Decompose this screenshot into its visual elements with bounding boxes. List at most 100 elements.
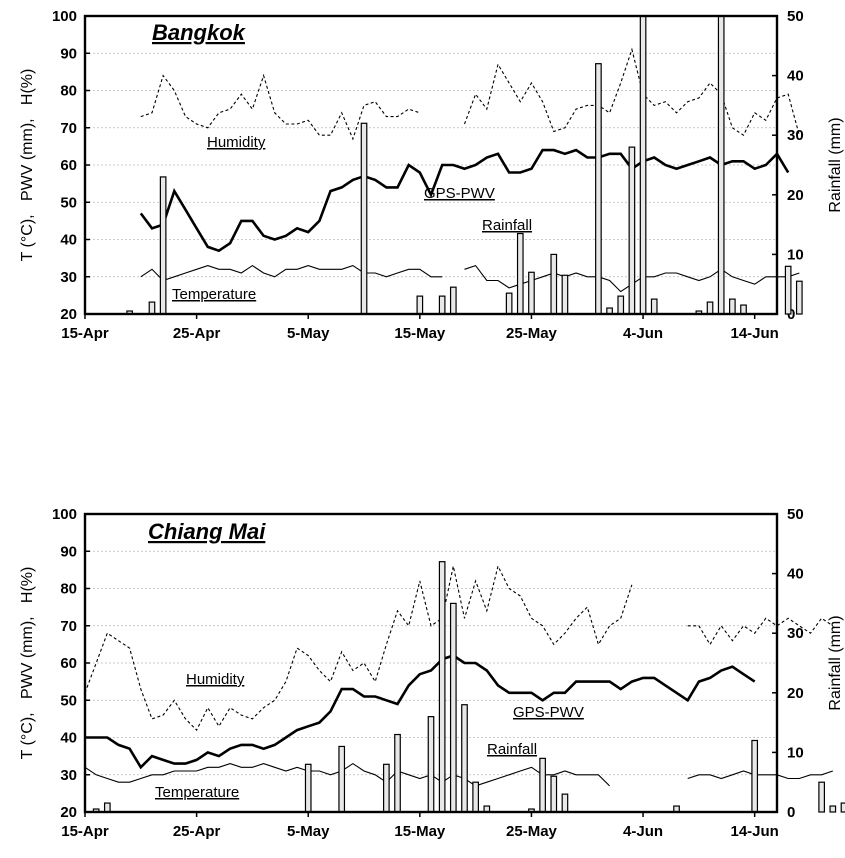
y-axis-title: T (°C), PWV (mm), H(%)	[19, 69, 36, 262]
y-tick-label: 40	[60, 232, 77, 249]
chart-title: Bangkok	[152, 20, 247, 45]
x-tick-label: 25-Apr	[173, 823, 221, 840]
annotation-temperature: Temperature	[155, 784, 239, 801]
y-right-axis-title: Rainfall (mm)	[827, 117, 844, 212]
y-tick-label: 20	[60, 804, 77, 821]
rainfall-bar	[539, 757, 546, 813]
y-tick-label: 50	[60, 194, 77, 211]
x-tick-label: 25-May	[506, 823, 558, 840]
annotation-rainfall: Rainfall	[482, 217, 532, 234]
rainfall-bar	[103, 802, 111, 813]
x-tick-label: 15-May	[394, 823, 446, 840]
x-tick-label: 5-May	[287, 823, 330, 840]
rainfall-bar	[729, 298, 736, 315]
annotation-humidity: Humidity	[186, 671, 245, 688]
x-tick-label: 15-May	[394, 325, 446, 342]
y-right-tick-label: 50	[787, 8, 804, 25]
y-tick-label: 20	[60, 306, 77, 323]
gps-pwv-line	[139, 148, 790, 253]
rainfall-bar	[550, 775, 558, 813]
x-tick-label: 5-May	[287, 325, 330, 342]
rainfall-bar	[795, 280, 803, 315]
annotation-gps-pwv: GPS-PWV	[513, 704, 584, 721]
y-right-tick-label: 40	[787, 68, 804, 85]
rainfall-bar	[505, 292, 513, 315]
annotation-rainfall: Rainfall	[487, 741, 537, 758]
rainfall-bar	[516, 232, 524, 315]
rainfall-bar	[148, 301, 156, 315]
y-right-tick-label: 10	[787, 744, 804, 761]
y-tick-label: 50	[60, 692, 77, 709]
x-tick-label: 14-Jun	[730, 325, 778, 342]
rainfall-bar	[717, 15, 725, 315]
rainfall-bar	[829, 805, 837, 813]
plot-frame	[83, 14, 779, 316]
rainfall-bar	[394, 733, 401, 813]
y-right-tick-label: 20	[787, 187, 804, 204]
rainfall-bar	[449, 602, 457, 813]
y-right-tick-label: 30	[787, 127, 804, 144]
chiang-mai-chart: 20 30 40 50 60 70 80 90 100 0 10 20 30 40 50 15-Apr 25-A…	[19, 506, 845, 840]
x-tick-label: 15-Apr	[61, 325, 109, 342]
y-tick-label: 80	[60, 581, 77, 598]
rainfall-bar	[360, 122, 368, 315]
rainfall-bar	[304, 763, 312, 813]
bangkok-chart: 20304050607080901000102030405015-Apr25-A…	[19, 8, 844, 342]
rainfall-bar	[449, 286, 457, 315]
rainfall-bar	[159, 176, 167, 315]
temperature-line	[84, 762, 833, 787]
y-right-tick-label: 30	[787, 625, 804, 642]
y-tick-label: 90	[60, 45, 77, 62]
x-tick-label: 4-Jun	[623, 823, 663, 840]
y-right-tick-label: 40	[787, 566, 804, 583]
plot-frame	[83, 512, 779, 814]
rainfall-bar	[461, 704, 468, 813]
rainfall-bar	[561, 793, 569, 813]
x-tick-label: 25-May	[506, 325, 558, 342]
gps-pwv-line	[85, 654, 756, 770]
rainfall-bar	[383, 763, 390, 813]
rainfall-bar	[427, 716, 435, 813]
rainfall-bar	[639, 15, 647, 315]
x-tick-label: 14-Jun	[730, 823, 778, 840]
y-tick-label: 100	[52, 8, 77, 25]
rainfall-bar	[472, 781, 479, 813]
chart-title: Chiang Mai	[148, 519, 266, 544]
y-tick-label: 60	[60, 655, 77, 672]
rainfall-bar	[438, 561, 446, 813]
annotation-gps-pwv: GPS-PWV	[424, 185, 495, 202]
y-tick-label: 30	[60, 269, 77, 286]
y-right-tick-label: 50	[787, 506, 804, 523]
y-tick-label: 30	[60, 767, 77, 784]
x-tick-label: 25-Apr	[173, 325, 221, 342]
humidity-line	[140, 47, 800, 141]
rainfall-bar	[784, 265, 792, 315]
rainfall-bar	[840, 802, 845, 813]
y-right-tick-label: 10	[787, 246, 804, 263]
y-tick-label: 60	[60, 157, 77, 174]
rainfall-bar	[561, 274, 569, 315]
y-tick-label: 90	[60, 543, 77, 560]
rainfall-bar	[550, 253, 558, 315]
y-right-tick-label: 20	[787, 685, 804, 702]
rainfall-bar	[595, 63, 602, 315]
annotation-humidity: Humidity	[207, 134, 266, 151]
x-tick-label: 4-Jun	[623, 325, 663, 342]
rainfall-bar	[706, 301, 714, 315]
x-tick-label: 15-Apr	[61, 823, 109, 840]
rainfall-bar	[751, 739, 759, 813]
rainfall-bar	[617, 295, 625, 315]
rainfall-bar	[338, 745, 346, 813]
humidity-line	[84, 564, 834, 732]
y-tick-label: 70	[60, 120, 77, 137]
rainfall-bar	[818, 781, 825, 813]
rainfall-bar	[438, 295, 446, 315]
rainfall-bar	[650, 298, 658, 315]
annotation-temperature: Temperature	[172, 286, 256, 303]
y-right-axis-title: Rainfall (mm)	[827, 615, 844, 710]
y-right-tick-label: 0	[787, 804, 795, 821]
rainfall-bar	[416, 295, 424, 315]
y-axis-title: T (°C), PWV (mm), H(%)	[19, 567, 36, 760]
rainfall-bar	[740, 304, 747, 315]
